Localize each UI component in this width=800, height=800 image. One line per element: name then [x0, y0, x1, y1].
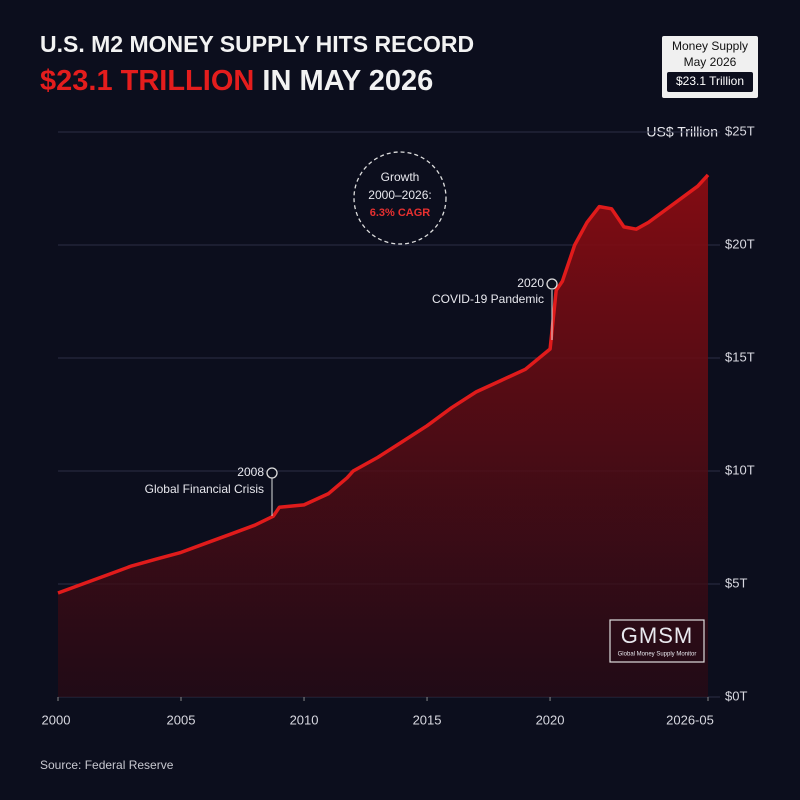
x-tick-label: 2000: [42, 712, 71, 727]
subtitle-rest: IN MAY 2026: [262, 65, 433, 97]
logo-box: [609, 619, 705, 663]
subtitle-highlight: $23.1 TRILLION: [40, 65, 254, 97]
growth-text: 2000–2026:: [368, 188, 431, 202]
badge-line: May 2026: [684, 55, 737, 69]
annotation-text: 2020: [517, 276, 544, 290]
y-tick-label: $20T: [725, 236, 755, 251]
plot: $0T $5T $10T $15T $20T $25T 2000 2005 2010 2015 20…: [42, 123, 755, 727]
y-tick-label: $15T: [725, 349, 755, 364]
x-tick-label: 2026-05: [666, 712, 714, 727]
growth-cagr: 6.3% CAGR: [370, 207, 431, 219]
annotation-dot: [266, 467, 278, 479]
logo: GMSM: [621, 623, 693, 648]
x-tick-label: 2010: [290, 712, 319, 727]
badge-line: Money Supply: [672, 39, 748, 53]
badge-value: $23.1 Trillion: [676, 74, 744, 88]
annotation-dot: [546, 278, 558, 290]
annotation-text: COVID-19 Pandemic: [432, 292, 544, 306]
area-fill: [58, 174, 708, 697]
source: Source: Federal Reserve: [40, 758, 174, 772]
growth-text: Growth: [381, 170, 420, 184]
line: [57, 173, 710, 595]
x-tick-label: 2020: [536, 712, 565, 727]
chart-subtitle: $23.1 TRILLION IN MAY 2026: [40, 65, 433, 97]
y-tick-label: $5T: [725, 575, 747, 590]
growth-circle: [353, 151, 447, 245]
y-tick-label: $25T: [725, 123, 755, 138]
y-tick-label: $10T: [725, 462, 755, 477]
x-tick-label: 2005: [167, 712, 196, 727]
badge-value-box: [667, 72, 753, 92]
logo-sub: Global Money Supply Monitor: [618, 652, 697, 658]
annotation-text: 2008: [237, 465, 264, 479]
annotation-text: Global Financial Crisis: [145, 482, 264, 496]
x-tick-label: 2015: [413, 712, 442, 727]
y-tick-label: $0T: [725, 688, 747, 703]
chart-title: U.S. M2 MONEY SUPPLY HITS RECORD: [40, 31, 474, 57]
